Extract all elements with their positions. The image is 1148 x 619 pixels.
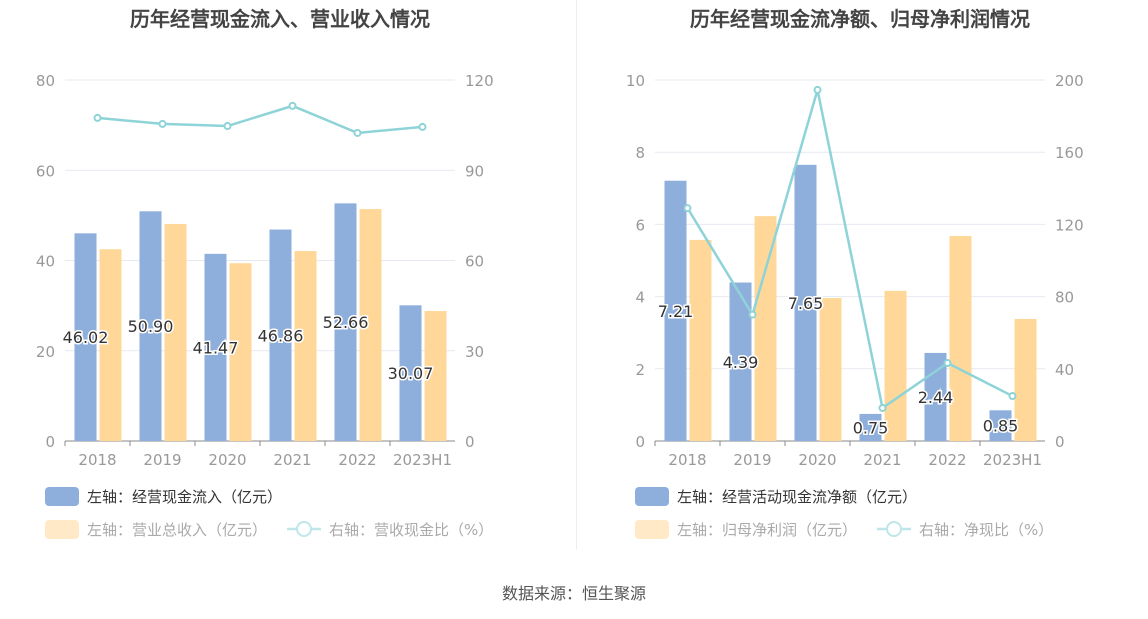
line-series bbox=[97, 104, 423, 135]
x-tick-label: 2022 bbox=[338, 451, 376, 469]
right-tick-label: 0 bbox=[465, 433, 475, 451]
line-point bbox=[353, 128, 362, 137]
right-tick-label: 120 bbox=[465, 72, 494, 90]
left-tick-label: 0 bbox=[635, 433, 645, 451]
line-point bbox=[1008, 392, 1017, 401]
left-tick-label: 40 bbox=[36, 253, 55, 271]
bar-data-label: 2.44 bbox=[918, 388, 954, 407]
bar-secondary bbox=[754, 216, 777, 441]
legend-label: 右轴：净现比（%） bbox=[919, 521, 1053, 539]
bar-secondary bbox=[294, 251, 317, 441]
x-tick-label: 2022 bbox=[928, 451, 966, 469]
line-point bbox=[223, 122, 232, 131]
left-tick-label: 0 bbox=[45, 433, 55, 451]
x-tick-label: 2023H1 bbox=[393, 451, 452, 469]
divider bbox=[576, 0, 577, 550]
left-tick-label: 6 bbox=[635, 216, 645, 234]
chart-title: 历年经营现金流入、营业收入情况 bbox=[130, 7, 430, 31]
left-tick-label: 2 bbox=[635, 361, 645, 379]
line-point bbox=[93, 113, 102, 122]
bar-secondary bbox=[424, 311, 447, 441]
bar-secondary bbox=[819, 298, 842, 441]
legend-swatch-secondary bbox=[45, 520, 79, 539]
line-point bbox=[158, 119, 167, 128]
line-point bbox=[813, 85, 822, 94]
legend-label: 左轴：经营活动现金流净额（亿元） bbox=[677, 488, 917, 506]
right-tick-label: 0 bbox=[1055, 433, 1065, 451]
legend-swatch-primary bbox=[45, 487, 79, 506]
x-tick-label: 2021 bbox=[273, 451, 311, 469]
line-point bbox=[943, 359, 952, 368]
bar-primary bbox=[794, 164, 817, 441]
left-tick-label: 20 bbox=[36, 343, 55, 361]
right-tick-label: 80 bbox=[1055, 289, 1074, 307]
bar-secondary bbox=[229, 263, 252, 441]
line-point bbox=[288, 101, 297, 110]
bar-primary bbox=[729, 282, 752, 441]
bar-data-label: 0.85 bbox=[983, 417, 1019, 436]
x-tick-label: 2020 bbox=[798, 451, 836, 469]
bar-secondary bbox=[99, 249, 122, 441]
line-point bbox=[748, 310, 757, 319]
right-tick-label: 160 bbox=[1055, 144, 1084, 162]
bar-data-label: 4.39 bbox=[723, 353, 759, 372]
bar-data-label: 30.07 bbox=[388, 364, 434, 383]
right-tick-label: 30 bbox=[465, 343, 484, 361]
source-footer: 数据来源：恒生聚源 bbox=[501, 584, 646, 603]
bar-data-label: 46.02 bbox=[63, 328, 109, 347]
bar-secondary bbox=[164, 223, 187, 441]
bar-data-label: 0.75 bbox=[853, 418, 889, 437]
chart-title: 历年经营现金流净额、归母净利润情况 bbox=[690, 7, 1030, 31]
legend-circle-icon bbox=[886, 521, 903, 537]
bar-primary bbox=[399, 305, 422, 441]
bar-data-label: 41.47 bbox=[193, 338, 239, 357]
x-tick-label: 2023H1 bbox=[983, 451, 1042, 469]
legend-label: 左轴：归母净利润（亿元） bbox=[677, 521, 857, 539]
x-tick-label: 2019 bbox=[733, 451, 771, 469]
right-tick-label: 60 bbox=[465, 253, 484, 271]
legend-label: 左轴：经营现金流入（亿元） bbox=[87, 488, 282, 506]
bar-data-label: 7.65 bbox=[788, 294, 824, 313]
left-tick-label: 60 bbox=[36, 162, 55, 180]
x-tick-label: 2020 bbox=[208, 451, 246, 469]
bar-primary bbox=[664, 180, 687, 441]
bar-primary bbox=[334, 203, 357, 441]
bar-data-label: 50.90 bbox=[128, 317, 174, 336]
bar-primary bbox=[74, 233, 97, 441]
left-tick-label: 8 bbox=[635, 144, 645, 162]
legend-label: 左轴：营业总收入（亿元） bbox=[87, 521, 267, 539]
bar-secondary bbox=[949, 235, 972, 441]
line-point bbox=[878, 403, 887, 412]
line-series bbox=[686, 89, 1014, 411]
x-tick-label: 2018 bbox=[78, 451, 116, 469]
x-tick-label: 2018 bbox=[668, 451, 706, 469]
bar-data-label: 46.86 bbox=[258, 326, 304, 345]
line-point bbox=[418, 122, 427, 131]
right-tick-label: 120 bbox=[1055, 216, 1084, 234]
line-point bbox=[683, 204, 692, 213]
bar-data-label: 52.66 bbox=[323, 313, 369, 332]
right-tick-label: 40 bbox=[1055, 361, 1074, 379]
legend-swatch-secondary bbox=[635, 520, 669, 539]
left-tick-label: 10 bbox=[626, 72, 645, 90]
bar-primary bbox=[859, 413, 882, 441]
left-tick-label: 80 bbox=[36, 72, 55, 90]
bar-primary bbox=[139, 211, 162, 441]
legend-swatch-primary bbox=[635, 487, 669, 506]
bar-secondary bbox=[689, 239, 712, 441]
left-tick-label: 4 bbox=[635, 289, 645, 307]
x-tick-label: 2019 bbox=[143, 451, 181, 469]
bar-secondary bbox=[1014, 318, 1037, 441]
bar-secondary bbox=[359, 209, 382, 441]
bar-primary bbox=[204, 253, 227, 441]
x-tick-label: 2021 bbox=[863, 451, 901, 469]
bar-primary bbox=[269, 229, 292, 441]
right-tick-label: 90 bbox=[465, 162, 484, 180]
bar-primary bbox=[989, 410, 1012, 441]
right-tick-label: 200 bbox=[1055, 72, 1084, 90]
legend-circle-icon bbox=[296, 521, 313, 537]
legend-label: 右轴：营收现金比（%） bbox=[329, 521, 493, 539]
bar-data-label: 7.21 bbox=[658, 302, 694, 321]
